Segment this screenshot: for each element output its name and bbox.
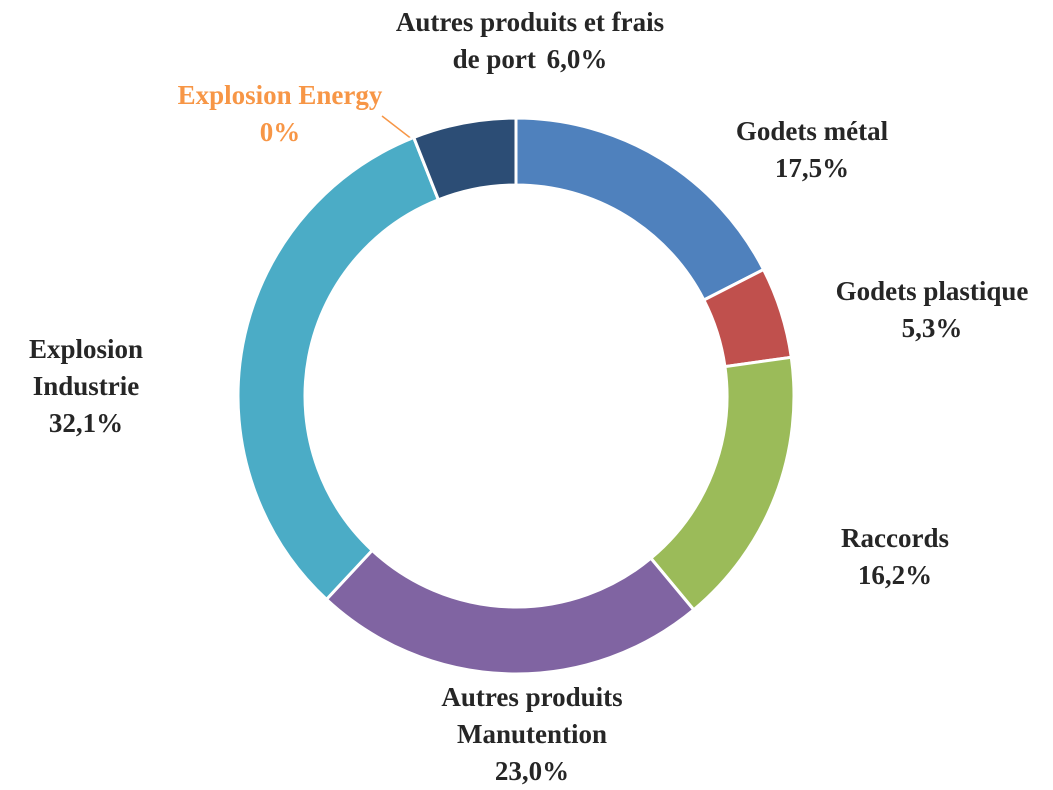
donut-segment — [236, 135, 441, 602]
donut-segment — [411, 116, 518, 202]
donut-segment — [648, 355, 796, 612]
value-label: 5,3% — [901, 313, 963, 343]
value-label: 6,0% — [546, 44, 608, 74]
segment-label: Explosion Industrie 32,1% — [1, 331, 171, 442]
category-name: Explosion Energy — [177, 80, 383, 110]
value-label: 16,2% — [857, 560, 933, 590]
value-label: 0% — [259, 117, 301, 147]
value-label: 17,5% — [774, 153, 850, 183]
segment-label: Autres produits et frais de port 6,0% — [390, 4, 670, 78]
category-name: Autres produits Manutention — [441, 682, 623, 749]
segment-label: Godets plastique 5,3% — [807, 273, 1053, 347]
segment-label: Raccords 16,2% — [795, 520, 995, 594]
segment-label: Autres produits Manutention 23,0% — [412, 679, 652, 790]
category-name: Godets plastique — [835, 276, 1029, 306]
category-name: Godets métal — [735, 116, 889, 146]
category-name: Explosion Industrie — [28, 334, 144, 401]
category-name: Autres produits et frais de port — [395, 7, 665, 74]
value-label: 32,1% — [48, 408, 124, 438]
segment-label: Godets métal 17,5% — [702, 113, 922, 187]
segment-label: Explosion Energy 0% — [150, 77, 410, 151]
donut-segment — [324, 548, 696, 676]
value-label: 23,0% — [494, 756, 570, 786]
category-name: Raccords — [841, 523, 949, 553]
